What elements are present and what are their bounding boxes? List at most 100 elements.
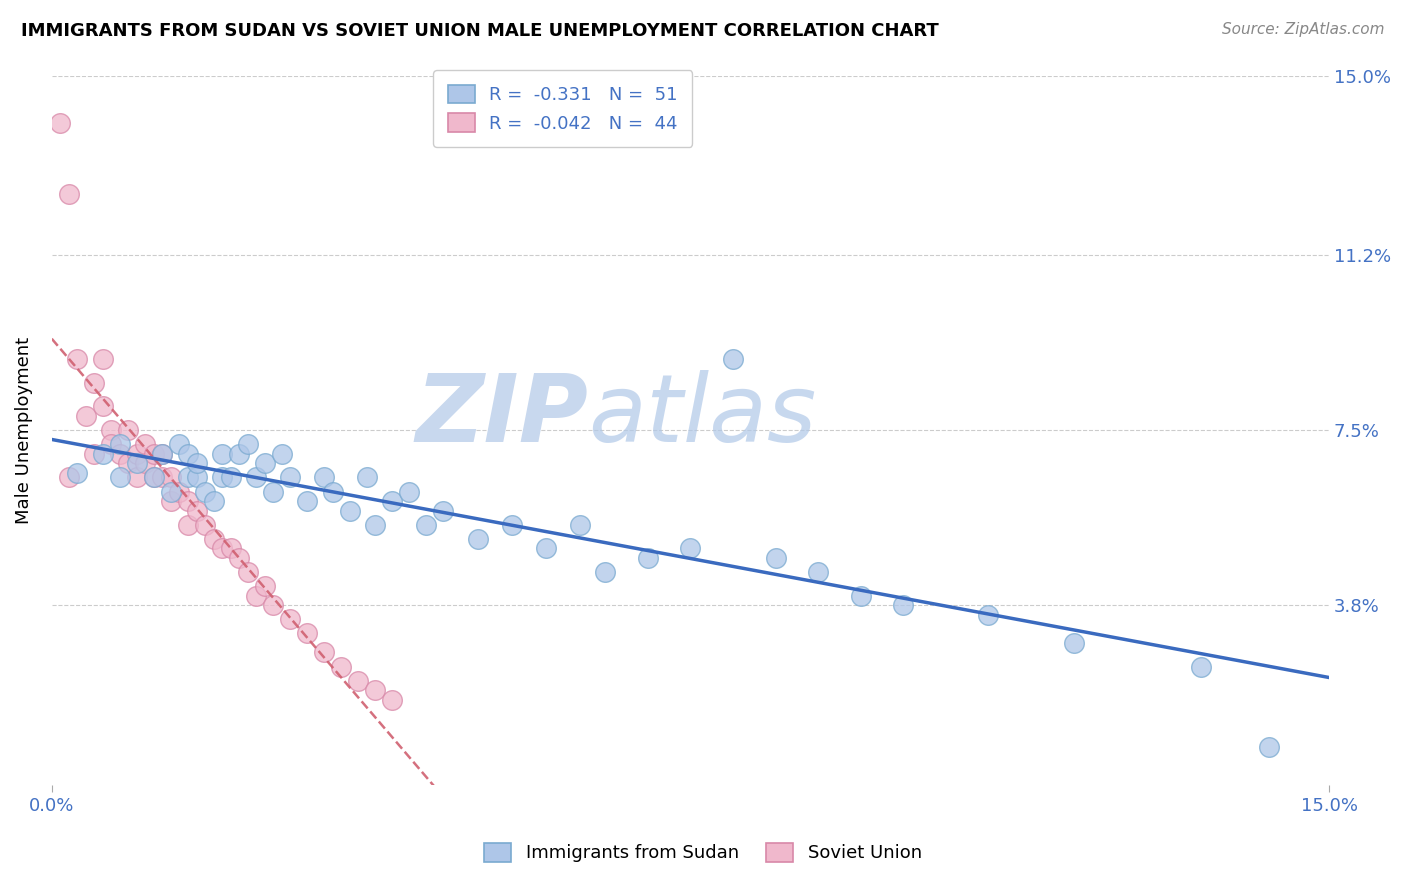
Point [270,447,292,461]
Point [253,456,276,470]
Point [891,598,914,612]
Point [262,484,284,499]
Point [75,409,97,423]
Point [721,352,744,367]
Point [142,470,165,484]
Point [849,589,872,603]
Point [807,565,830,579]
Point [58,186,80,201]
Point [186,503,208,517]
Point [432,503,454,517]
Point [169,484,191,499]
Point [83,447,105,461]
Point [398,484,420,499]
Point [177,447,200,461]
Text: ZIP: ZIP [415,370,588,462]
Point [169,437,191,451]
Point [356,470,378,484]
Point [108,437,131,451]
Point [236,437,259,451]
Point [160,494,183,508]
Point [100,423,122,437]
Legend: Immigrants from Sudan, Soviet Union: Immigrants from Sudan, Soviet Union [477,836,929,870]
Point [228,550,250,565]
Point [245,589,267,603]
Point [381,494,404,508]
Point [160,470,183,484]
Point [211,470,233,484]
Point [568,517,591,532]
Text: atlas: atlas [588,370,817,461]
Point [314,470,336,484]
Point [125,447,148,461]
Point [186,456,208,470]
Point [202,532,225,546]
Point [534,541,557,556]
Point [108,447,131,461]
Point [125,470,148,484]
Point [322,484,344,499]
Point [83,376,105,390]
Point [58,470,80,484]
Point [66,352,89,367]
Point [1189,659,1212,673]
Point [177,494,200,508]
Point [501,517,523,532]
Point [593,565,616,579]
Point [245,470,267,484]
Point [262,598,284,612]
Point [236,565,259,579]
Point [278,612,301,626]
Point [211,447,233,461]
Y-axis label: Male Unemployment: Male Unemployment [15,336,32,524]
Legend: R =  -0.331   N =  51, R =  -0.042   N =  44: R = -0.331 N = 51, R = -0.042 N = 44 [433,70,692,147]
Point [253,579,276,593]
Point [415,517,437,532]
Point [91,352,114,367]
Point [194,484,217,499]
Point [977,607,1000,622]
Point [142,470,165,484]
Point [49,116,72,130]
Point [330,659,353,673]
Point [219,470,242,484]
Point [152,470,174,484]
Point [142,447,165,461]
Point [278,470,301,484]
Point [152,447,174,461]
Point [679,541,702,556]
Point [91,447,114,461]
Point [66,466,89,480]
Point [228,447,250,461]
Point [125,456,148,470]
Point [134,437,156,451]
Point [637,550,659,565]
Point [160,484,183,499]
Point [91,400,114,414]
Point [314,645,336,659]
Point [117,423,139,437]
Point [1063,636,1085,650]
Point [202,494,225,508]
Text: Source: ZipAtlas.com: Source: ZipAtlas.com [1222,22,1385,37]
Point [765,550,787,565]
Point [211,541,233,556]
Point [117,456,139,470]
Point [134,456,156,470]
Point [364,683,387,698]
Point [364,517,387,532]
Point [100,437,122,451]
Point [108,470,131,484]
Point [295,626,318,640]
Point [1258,739,1281,754]
Point [339,503,361,517]
Point [177,517,200,532]
Point [467,532,489,546]
Point [295,494,318,508]
Point [186,470,208,484]
Point [219,541,242,556]
Point [152,447,174,461]
Point [194,517,217,532]
Point [381,692,404,706]
Point [347,673,370,688]
